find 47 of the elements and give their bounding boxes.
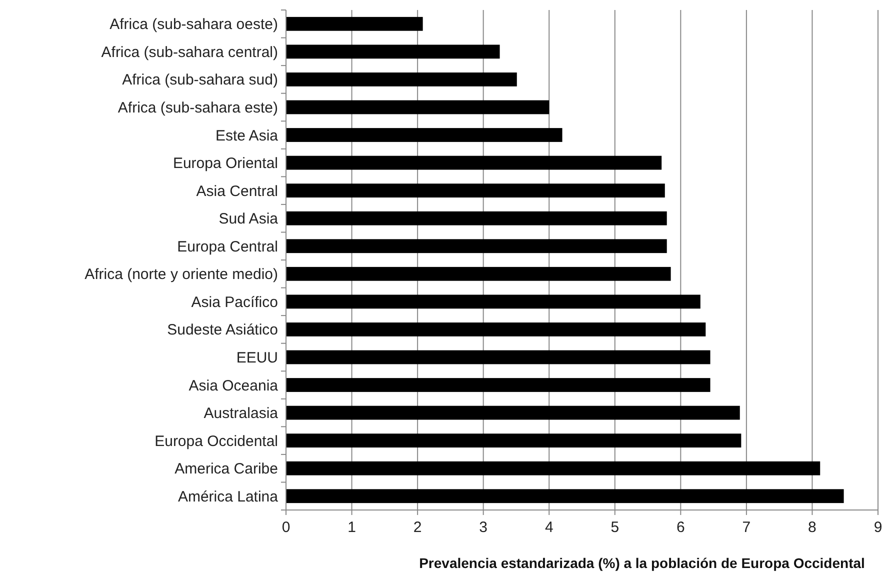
bar — [286, 266, 671, 281]
bar — [286, 184, 665, 198]
bar — [286, 211, 667, 226]
bar — [286, 44, 500, 59]
bar — [286, 461, 820, 476]
bar — [286, 128, 562, 142]
x-tick-label: 7 — [742, 519, 751, 536]
y-tick-label: Asia Pacífico — [191, 294, 278, 311]
y-tick-label: America Caribe — [174, 460, 278, 478]
y-tick-label: Africa (sub-sahara oeste) — [110, 16, 278, 34]
x-tick-label: 6 — [676, 519, 685, 536]
bar — [286, 378, 710, 392]
y-tick-label: EEUU — [236, 349, 278, 366]
x-tick-label: 8 — [808, 519, 816, 536]
bar — [286, 406, 740, 420]
x-tick-label: 9 — [874, 519, 882, 536]
x-axis-title: Prevalencia estandarizada (%) a la población de Europa Occidental — [419, 555, 865, 571]
y-tick-label: Australasia — [204, 405, 279, 422]
bar — [286, 294, 700, 309]
x-tick-label: 0 — [282, 519, 290, 536]
y-tick-label: Sudeste Asiático — [167, 322, 278, 339]
bar — [286, 350, 710, 364]
y-tick-label: Africa (sub-sahara sud) — [122, 72, 278, 89]
bar — [286, 434, 742, 448]
y-tick-label: Europa Occidental — [154, 432, 278, 450]
x-tick-label: 5 — [610, 519, 620, 536]
bar — [286, 72, 517, 86]
x-tick-label: 1 — [348, 519, 356, 536]
y-tick-label: Europa Central — [177, 238, 278, 256]
bar — [286, 239, 667, 254]
bar — [286, 156, 662, 170]
y-tick-label: Este Asia — [215, 127, 279, 144]
x-tick-label: 3 — [479, 519, 488, 536]
y-tick-label: Africa (sub-sahara central) — [101, 44, 278, 61]
bar — [286, 16, 423, 31]
x-tick-label: 2 — [413, 519, 422, 536]
bar — [286, 489, 844, 504]
y-tick-label: Asia Oceania — [188, 377, 279, 394]
bar — [286, 100, 550, 114]
y-tick-label: Europa Oriental — [172, 155, 278, 172]
y-tick-label: Sud Asia — [218, 210, 279, 228]
y-tick-label: Africa (norte y oriente medio) — [84, 266, 278, 284]
y-tick-label: Africa (sub-sahara este) — [118, 99, 278, 116]
y-tick-label: Asia Central — [196, 182, 278, 200]
x-tick-label: 4 — [544, 519, 554, 536]
bar — [286, 322, 706, 336]
y-tick-label: América Latina — [178, 488, 279, 506]
